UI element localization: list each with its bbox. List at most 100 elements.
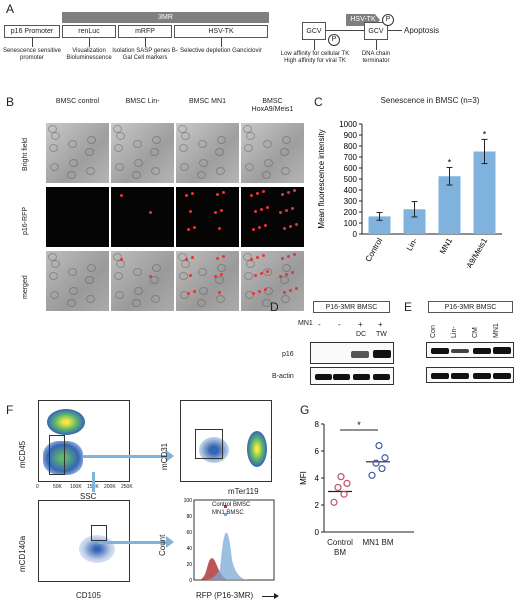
rfp-spot [260,272,263,275]
panel-label-c: C [314,95,323,109]
micrograph-3-2 [111,251,174,311]
y-axis-label: Mean fluorescence intensity [317,129,326,228]
facs-plot-cd31 [180,400,272,482]
cell-shape [151,167,160,175]
rfp-spot [293,253,296,256]
construct-element-2: renLuc [62,25,116,38]
cell-shape [263,140,272,148]
micrograph-3-3 [176,251,239,311]
cell-shape [134,159,143,167]
g-point [375,441,383,450]
plot1-xtick: 200K [104,484,116,490]
panel-label-f: F [6,403,14,417]
lane-label-2: Lin- [451,326,458,338]
plot4-ylabel: Count [158,534,167,556]
cell-shape [86,295,95,303]
x-tick-label: HoxA9/Meis1 [458,236,490,268]
mn1-sign-2: - [338,320,341,329]
y-tick-label: 600 [344,164,358,173]
rfp-spot [220,209,223,212]
construct-element-1: p16 Promoter [4,25,60,38]
mfi-dot-plot: 0 2 4 6 8 MFI * [300,420,414,535]
western-blot-e-1 [426,342,514,358]
western-blot-e-2 [426,367,514,383]
plot1-xtick: 100K [70,484,82,490]
arrow-down-2 [376,40,377,50]
cell-shape [246,260,255,268]
rfp-spot [149,275,152,278]
rfp-spot [283,291,286,294]
plot1-xtick: 0 [36,484,39,490]
g-sig-star: * [357,420,361,430]
legend-swatch-mn1 [224,513,227,516]
cell-shape [280,276,289,284]
rfp-spot [285,209,288,212]
band-label-p16: p16 [282,351,294,358]
cell-shape [244,144,253,152]
plot1-ylabel: mCD45 [18,440,27,468]
cell-shape [262,171,271,179]
bar-4 [473,151,496,234]
rfp-spot [187,292,190,295]
cell-shape [49,144,58,152]
micrograph-1-3 [176,123,239,183]
d-title: P16-3MR BMSC [313,301,390,313]
rfp-spot [291,271,294,274]
rfp-spot [185,194,188,197]
rfp-spot [185,258,188,261]
cell-shape [181,132,190,140]
g-label-mn1: MN1 BM [362,538,394,547]
flow-arrow-3 [98,541,168,544]
cell-shape [134,287,143,295]
rfp-spot [189,274,192,277]
construct-desc-4: Selective depletion Ganciclovir [180,48,262,54]
rfp-spot [222,191,225,194]
cell-shape [179,144,188,152]
rfp-spot [256,256,259,259]
flow-arrowhead-1 [166,450,174,462]
g-ytick-label: 6 [315,447,320,456]
rfp-spot [254,274,257,277]
cell-shape [197,299,206,307]
micrograph-3-4 [241,251,304,311]
y-tick-label: 200 [344,208,358,217]
plot2-xlabel: mTer119 [228,487,259,496]
significance-star: * [448,157,452,167]
cell-shape [198,140,207,148]
dna-note: DNA chain terminator [361,51,391,64]
rfp-spot [291,207,294,210]
cell-shape [68,140,77,148]
rfp-spot [214,211,217,214]
column-header-4: BMSC HoxA9/Meis1 [251,98,294,113]
micrograph-2-2 [111,187,174,247]
construct-arrow-1 [32,38,33,47]
western-blot-bactin [310,367,394,385]
micrograph-3-1 [46,251,109,311]
rfp-spot [220,273,223,276]
cell-shape [217,136,226,144]
cell-shape [198,268,207,276]
cell-shape [86,167,95,175]
micrograph-2-1 [46,187,109,247]
rfp-spot [287,191,290,194]
cell-shape [49,272,58,280]
cell-shape [50,291,59,299]
rfp-spot [281,257,284,260]
cell-shape [152,136,161,144]
construct-arrow-2 [89,38,90,47]
cell-shape [69,287,78,295]
micrograph-2-3 [176,187,239,247]
cell-shape [87,136,96,144]
legend-control: Control BMSC [212,502,251,508]
cell-shape [246,132,255,140]
mn1-label: MN1 [298,320,313,327]
construct-desc-1: Senescence sensitive promoter [2,48,62,61]
mn1-histogram [204,532,250,580]
x-tick-label: Control [364,236,385,263]
micrograph-1-1 [46,123,109,183]
cell-shape [115,163,124,171]
y-tick-label: 900 [344,131,358,140]
rfp-spot [216,257,219,260]
cell-shape [85,148,94,156]
construct-element-4: HSV-TK [174,25,268,38]
